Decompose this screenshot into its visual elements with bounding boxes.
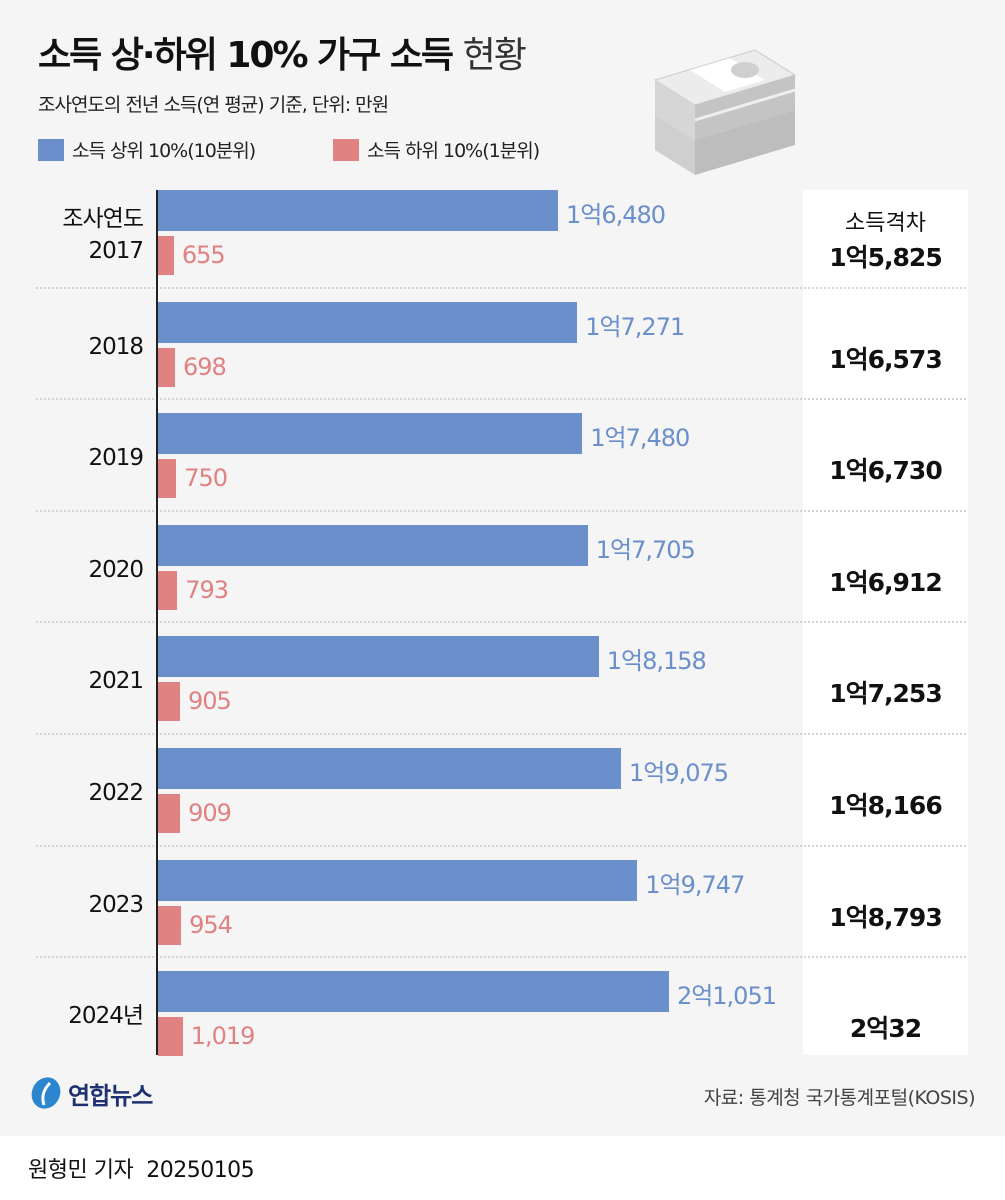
- gap-value: 1억7,253: [829, 679, 942, 709]
- yonhap-logo: 연합뉴스: [28, 1075, 153, 1111]
- year-label: 2018: [88, 333, 144, 360]
- source: 자료: 통계청 국가통계포털(KOSIS): [703, 1087, 976, 1109]
- label-bottom10: 698: [182, 352, 227, 381]
- bar-bottom10: [158, 794, 181, 833]
- bar-top10: [158, 859, 638, 901]
- axis-line: [156, 190, 158, 1055]
- bar-top10: [158, 524, 588, 566]
- gap-value: 1억8,166: [829, 791, 942, 820]
- year-label: 2017: [88, 238, 144, 264]
- legend-bottom10: 소득 하위 10%(1분위): [333, 136, 540, 163]
- label-top10: 1억9,075: [628, 759, 729, 787]
- label-bottom10: 909: [188, 799, 232, 827]
- row-separator: [36, 286, 966, 289]
- money-stack-icon: [653, 49, 797, 175]
- page-title: 소득 상·하위 10% 가구 소득 현황: [38, 35, 527, 76]
- gap-value: 1억6,912: [829, 567, 942, 597]
- bar-bottom10: [158, 682, 180, 722]
- label-bottom10: 954: [189, 910, 233, 939]
- bar-bottom10: [158, 459, 177, 499]
- gap-header: 소득격차: [845, 211, 926, 236]
- legend-swatch: [333, 138, 359, 161]
- row-separator: [36, 509, 966, 512]
- label-top10: 1억7,271: [585, 312, 685, 341]
- bar-top10: [158, 971, 669, 1013]
- label-top10: 1억7,480: [590, 424, 690, 453]
- year-label: 2020: [88, 556, 144, 583]
- row-separator: [36, 621, 966, 624]
- label-top10: 2억1,051: [676, 982, 777, 1011]
- label-top10: 1억7,705: [595, 535, 696, 564]
- gap-value: 1억8,793: [829, 902, 942, 932]
- gap-value: 1억6,573: [829, 344, 942, 374]
- gap-value: 1억5,825: [829, 243, 942, 272]
- year-label: 2022: [88, 780, 144, 806]
- bar-top10: [158, 190, 558, 231]
- label-top10: 1억6,480: [566, 201, 666, 229]
- row-separator: [36, 733, 966, 735]
- bar-bottom10: [158, 347, 175, 387]
- gap-value: 2억32: [849, 1014, 922, 1044]
- category-header: 조사연도: [62, 206, 144, 232]
- bar-bottom10: [158, 1017, 183, 1057]
- row-separator: [36, 844, 966, 847]
- bar-top10: [158, 636, 599, 678]
- gap-value: 1억6,730: [829, 456, 942, 486]
- year-label: 2023: [88, 891, 144, 918]
- year-label: 2021: [88, 668, 144, 695]
- byline: 원형민 기자 20250105: [28, 1158, 255, 1183]
- bar-bottom10: [158, 905, 182, 945]
- year-label: 2019: [88, 445, 144, 472]
- subtitle: 조사연도의 전년 소득(연 평균) 기준, 단위: 만원: [38, 94, 389, 116]
- legend-top10: 소득 상위 10%(10분위): [38, 136, 256, 163]
- label-bottom10: 793: [185, 575, 229, 604]
- label-bottom10: 905: [187, 687, 232, 716]
- label-bottom10: 1,019: [190, 1022, 256, 1051]
- legend-swatch: [38, 138, 64, 161]
- bar-bottom10: [158, 236, 174, 275]
- bar-top10: [158, 413, 583, 455]
- logo-globe-icon: [31, 1077, 61, 1109]
- label-top10: 1억8,158: [606, 647, 707, 676]
- label-bottom10: 750: [184, 464, 228, 493]
- bar-bottom10: [158, 570, 178, 610]
- label-bottom10: 655: [181, 241, 226, 269]
- bar-top10: [158, 301, 578, 343]
- label-top10: 1억9,747: [645, 870, 745, 899]
- row-separator: [36, 956, 966, 959]
- row-separator: [36, 398, 966, 401]
- bar-top10: [158, 748, 621, 789]
- year-label: 2024년: [68, 1003, 144, 1030]
